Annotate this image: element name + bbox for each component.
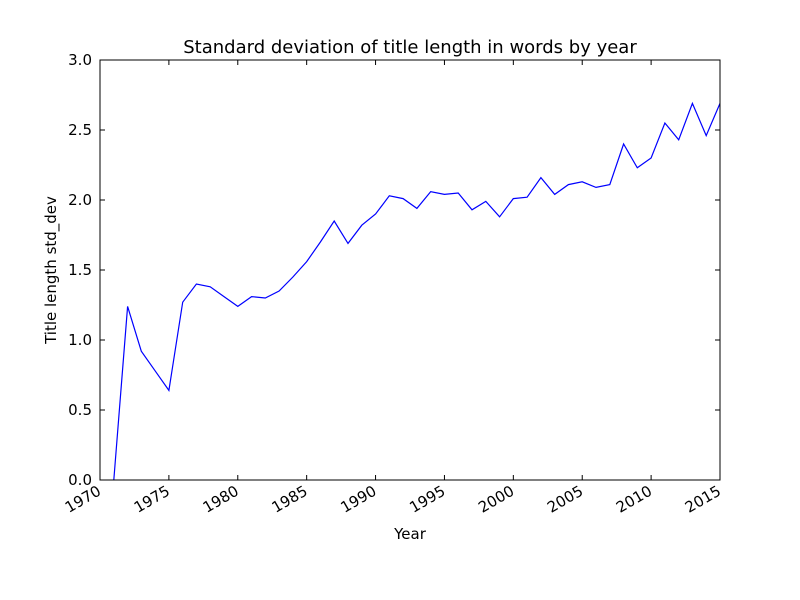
y-tick-label: 1.0	[68, 331, 92, 349]
chart-title: Standard deviation of title length in wo…	[183, 37, 637, 58]
series-layer	[113, 101, 721, 481]
y-tick-label: 3.0	[68, 51, 92, 69]
y-tick-label: 2.0	[68, 191, 92, 209]
x-tick-label: 1990	[337, 482, 379, 517]
x-tick-label: 2005	[544, 482, 586, 517]
x-tick-label: 1975	[131, 482, 173, 517]
x-axis-ticks: 1970 1975 1980 1985 1990 1995 2000 2005 2010 2015	[62, 60, 724, 517]
x-tick-label: 1995	[406, 482, 448, 517]
x-tick-label: 2010	[613, 482, 655, 517]
x-tick-label: 1985	[269, 482, 311, 517]
y-tick-label: 1.5	[68, 261, 92, 279]
series-line	[113, 101, 721, 481]
x-tick-label: 1980	[200, 482, 242, 517]
y-tick-label: 0.0	[68, 471, 92, 489]
y-tick-label: 2.5	[68, 121, 92, 139]
x-tick-label: 2000	[475, 482, 517, 517]
plot-frame	[99, 59, 721, 481]
y-axis-label: Title length std_dev	[42, 196, 61, 345]
x-tick-label: 2015	[682, 482, 724, 517]
y-axis-ticks: 0.0 0.5 1.0 1.5 2.0 2.5 3.0	[68, 51, 720, 489]
x-axis-label: Year	[393, 525, 427, 543]
y-tick-label: 0.5	[68, 401, 92, 419]
